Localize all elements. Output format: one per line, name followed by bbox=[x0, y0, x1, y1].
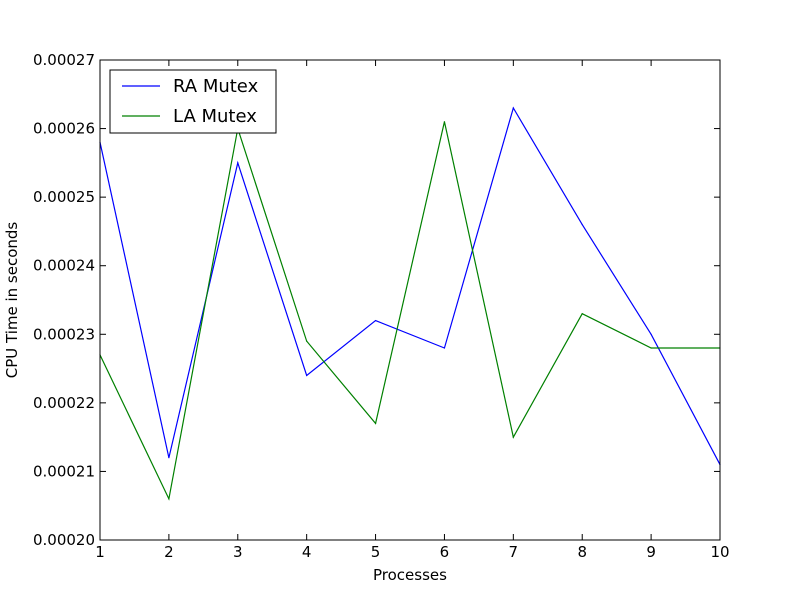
x-tick-label-1: 1 bbox=[95, 543, 105, 561]
series-line-la-mutex bbox=[99, 121, 720, 501]
data-point-ra-mutex-6 bbox=[443, 347, 446, 349]
series-line-ra-mutex bbox=[99, 106, 721, 465]
data-point-ra-mutex-2 bbox=[168, 457, 170, 459]
y-tick-label-4: 0.00024 bbox=[33, 257, 95, 275]
y-axis-label: CPU Time in seconds bbox=[3, 222, 21, 379]
x-axis-label: Processes bbox=[373, 566, 447, 584]
y-tick-label-3: 0.00023 bbox=[33, 325, 95, 343]
y-tick-label-5: 0.00025 bbox=[33, 188, 95, 206]
x-tick-label-4: 4 bbox=[302, 543, 312, 561]
data-point-ra-mutex-8 bbox=[581, 223, 583, 226]
x-tick-label-5: 5 bbox=[371, 543, 381, 561]
data-point-ra-mutex-5 bbox=[374, 319, 377, 322]
data-point-ra-mutex-3 bbox=[237, 162, 239, 164]
data-point-la-mutex-9 bbox=[650, 347, 652, 349]
x-tick-label-10: 10 bbox=[710, 543, 729, 561]
y-axis-ticks: 0.00020 0.00021 0.00022 0.00023 0.00024 0.000… bbox=[33, 51, 720, 549]
y-tick-label-7: 0.00027 bbox=[33, 51, 95, 69]
data-point-la-mutex-7 bbox=[512, 436, 514, 438]
plot-area bbox=[100, 60, 720, 540]
data-point-la-mutex-5 bbox=[374, 422, 377, 425]
x-tick-label-6: 6 bbox=[440, 543, 450, 561]
data-point-ra-mutex-7 bbox=[512, 107, 514, 109]
data-point-la-mutex-2 bbox=[168, 498, 170, 500]
y-tick-label-6: 0.00026 bbox=[33, 120, 95, 138]
data-point-la-mutex-8 bbox=[581, 313, 583, 315]
data-point-ra-mutex-9 bbox=[650, 333, 652, 335]
x-axis-ticks: 1 2 3 4 5 6 7 8 9 10 bbox=[95, 60, 730, 561]
legend-box bbox=[109, 69, 277, 134]
plot-frame bbox=[99, 59, 721, 541]
y-tick-label-0: 0.00020 bbox=[33, 531, 95, 549]
y-tick-label-2: 0.00022 bbox=[33, 394, 95, 412]
legend: RA Mutex LA Mutex bbox=[109, 69, 277, 134]
x-tick-label-9: 9 bbox=[646, 543, 656, 561]
x-tick-label-8: 8 bbox=[577, 543, 587, 561]
data-point-la-mutex-4 bbox=[306, 340, 308, 342]
data-point-ra-mutex-4 bbox=[306, 374, 308, 377]
legend-label-ra-mutex: RA Mutex bbox=[173, 76, 259, 97]
x-tick-label-3: 3 bbox=[233, 543, 243, 561]
x-tick-label-7: 7 bbox=[509, 543, 519, 561]
y-tick-label-1: 0.00021 bbox=[33, 462, 95, 480]
legend-label-la-mutex: LA Mutex bbox=[173, 106, 257, 127]
data-point-la-mutex-6 bbox=[443, 121, 446, 123]
x-tick-label-2: 2 bbox=[164, 543, 174, 561]
